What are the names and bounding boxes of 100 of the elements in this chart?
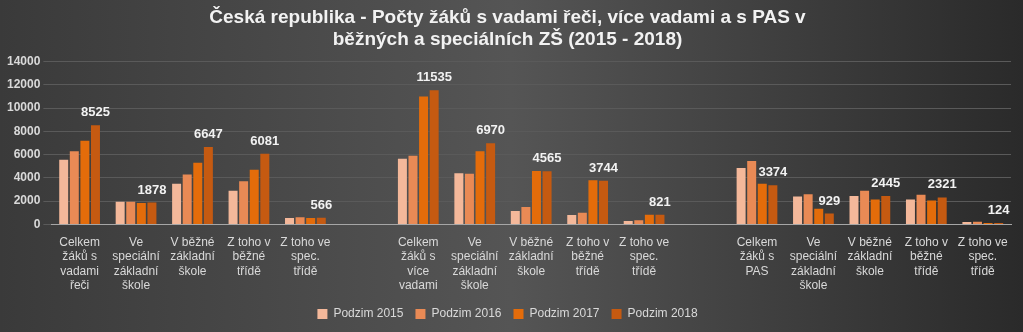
bar xyxy=(172,183,182,224)
data-label: 1878 xyxy=(137,181,167,197)
x-tick-label: Celkem žáků s více vadami xyxy=(397,234,439,293)
data-label: 2321 xyxy=(927,176,957,192)
bar xyxy=(588,180,598,224)
y-tick-label: 14000 xyxy=(6,53,41,68)
data-label: 3374 xyxy=(758,164,789,180)
bar xyxy=(567,215,577,224)
bar xyxy=(90,125,100,224)
bar xyxy=(59,159,69,224)
data-label: 2445 xyxy=(871,175,901,191)
bar xyxy=(295,217,305,224)
y-tick-label: 12000 xyxy=(6,77,41,92)
x-tick-label: Z toho v běžné třídě xyxy=(227,234,271,278)
bar xyxy=(927,200,937,224)
x-tick-label: Z toho v běžné třídě xyxy=(565,234,610,278)
x-tick-label: Z toho ve spec. třídě xyxy=(957,234,1009,278)
bar xyxy=(285,218,295,224)
bar xyxy=(860,190,870,224)
legend-label: Podzim 2018 xyxy=(627,306,698,321)
bar xyxy=(419,96,429,224)
bar xyxy=(397,158,407,224)
bar xyxy=(182,174,192,224)
x-tick-label: Z toho v běžné třídě xyxy=(904,234,949,278)
bar xyxy=(972,221,982,224)
y-tick-label: 6000 xyxy=(13,146,41,161)
bar xyxy=(881,195,891,224)
data-label: 821 xyxy=(649,193,671,209)
bar xyxy=(510,211,520,224)
bar xyxy=(136,202,146,224)
data-label: 566 xyxy=(310,196,333,212)
bar xyxy=(408,155,418,224)
x-tick-label: V běžné základní škole xyxy=(170,234,216,278)
bar xyxy=(193,162,203,224)
legend-label: Podzim 2015 xyxy=(333,306,404,321)
bar xyxy=(803,194,813,224)
bar xyxy=(80,140,90,224)
bar xyxy=(239,181,249,224)
y-tick-label: 8000 xyxy=(13,123,41,138)
y-tick-label: 0 xyxy=(33,216,41,231)
bar xyxy=(644,214,654,224)
bar xyxy=(736,168,746,224)
bar xyxy=(747,161,757,224)
bar xyxy=(249,169,259,224)
bar xyxy=(521,206,531,224)
bar xyxy=(814,208,824,224)
bar xyxy=(486,143,496,224)
data-label: 8525 xyxy=(81,104,110,120)
bar xyxy=(147,202,157,224)
bar xyxy=(937,197,947,224)
bar xyxy=(306,218,316,224)
bar xyxy=(768,185,778,224)
bar xyxy=(260,153,270,224)
bar xyxy=(634,220,644,224)
data-label: 3744 xyxy=(589,159,619,175)
bar xyxy=(577,212,587,224)
legend-label: Podzim 2017 xyxy=(529,306,600,321)
x-tick-label: Celkem žáků s PAS xyxy=(736,234,778,278)
data-label: 6081 xyxy=(250,132,280,148)
x-tick-label: V běžné základní škole xyxy=(508,234,555,278)
bar xyxy=(531,170,541,224)
bar xyxy=(454,173,464,224)
bar xyxy=(475,151,485,224)
bar xyxy=(849,195,859,224)
data-label: 4565 xyxy=(532,150,562,166)
bar xyxy=(757,183,767,224)
bar xyxy=(69,151,79,224)
x-tick-label: Ve speciální základní škole xyxy=(789,234,838,293)
data-label: 929 xyxy=(818,192,841,208)
bar xyxy=(228,190,238,224)
data-label: 6647 xyxy=(193,126,223,142)
legend-label: Podzim 2016 xyxy=(431,306,502,321)
bar xyxy=(115,201,125,224)
bar xyxy=(870,199,880,224)
bar xyxy=(429,90,439,224)
y-tick-label: 4000 xyxy=(13,170,41,185)
bar xyxy=(126,201,136,224)
bar xyxy=(916,194,926,224)
chart-title: Česká republika - Počty žáků s vadami řeči, více vadami a s PAS v běžných a speciálních ZŠ (2015 - 2018) xyxy=(209,5,807,50)
y-tick-label: 2000 xyxy=(13,193,41,208)
bar xyxy=(464,173,474,224)
bar xyxy=(655,214,665,224)
x-tick-label: Z toho ve spec. třídě xyxy=(280,234,331,278)
x-tick-label: Celkem žáků s vadami řeči xyxy=(59,234,100,293)
bar xyxy=(824,213,834,224)
bar xyxy=(542,171,552,224)
data-label: 11535 xyxy=(416,69,452,85)
x-tick-label: Ve speciální základní škole xyxy=(112,234,161,293)
bar xyxy=(905,199,915,224)
data-label: 6970 xyxy=(476,122,506,138)
bar xyxy=(316,217,326,224)
bar xyxy=(203,147,213,224)
y-tick-label: 10000 xyxy=(6,100,41,115)
bar xyxy=(599,180,609,224)
x-tick-label: V běžné základní škole xyxy=(847,234,893,278)
bar xyxy=(623,220,633,224)
data-label: 124 xyxy=(987,202,1011,218)
bar xyxy=(793,196,803,224)
x-tick-label: Ve speciální základní škole xyxy=(451,234,500,293)
x-tick-label: Z toho ve spec. třídě xyxy=(619,234,670,278)
